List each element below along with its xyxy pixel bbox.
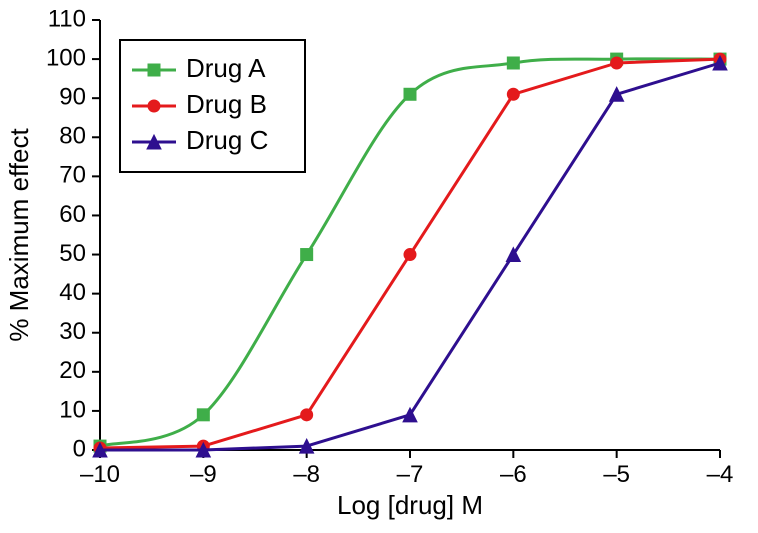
y-axis-label: % Maximum effect (4, 128, 34, 342)
y-tick-label: 70 (59, 162, 86, 189)
legend-label: Drug A (186, 53, 266, 83)
marker-circle (611, 57, 623, 69)
x-tick-label: –9 (190, 461, 217, 488)
y-tick-label: 100 (46, 44, 86, 71)
marker-circle (148, 100, 160, 112)
y-tick-label: 60 (59, 201, 86, 228)
y-tick-label: 0 (73, 435, 86, 462)
x-tick-label: –10 (80, 461, 120, 488)
y-tick-label: 80 (59, 123, 86, 150)
x-axis-label: Log [drug] M (337, 490, 483, 520)
dose-response-chart: 0 10 20 30 40 50 60 70 80 90 100 110 –10 –9 –8 –7 –6 –5 –4… (0, 0, 758, 533)
y-tick-label: 90 (59, 84, 86, 111)
marker-square (404, 88, 416, 100)
x-tick-label: –6 (500, 461, 527, 488)
x-tick-label: –7 (397, 461, 424, 488)
legend-label: Drug B (186, 89, 267, 119)
marker-square (301, 249, 313, 261)
marker-square (507, 57, 519, 69)
y-tick-label: 30 (59, 318, 86, 345)
y-tick-label: 40 (59, 279, 86, 306)
x-tick-label: –8 (293, 461, 320, 488)
marker-circle (507, 88, 519, 100)
marker-square (197, 409, 209, 421)
marker-square (148, 64, 160, 76)
marker-circle (301, 409, 313, 421)
x-tick-label: –4 (707, 461, 734, 488)
y-tick-label: 50 (59, 240, 86, 267)
legend-label: Drug C (186, 125, 268, 155)
marker-circle (404, 249, 416, 261)
x-tick-label: –5 (603, 461, 630, 488)
y-tick-label: 20 (59, 357, 86, 384)
y-tick-label: 10 (59, 396, 86, 423)
legend: Drug A Drug B Drug C (120, 40, 305, 172)
chart-svg: 0 10 20 30 40 50 60 70 80 90 100 110 –10 –9 –8 –7 –6 –5 –4… (0, 0, 758, 533)
y-tick-label: 110 (48, 5, 86, 32)
